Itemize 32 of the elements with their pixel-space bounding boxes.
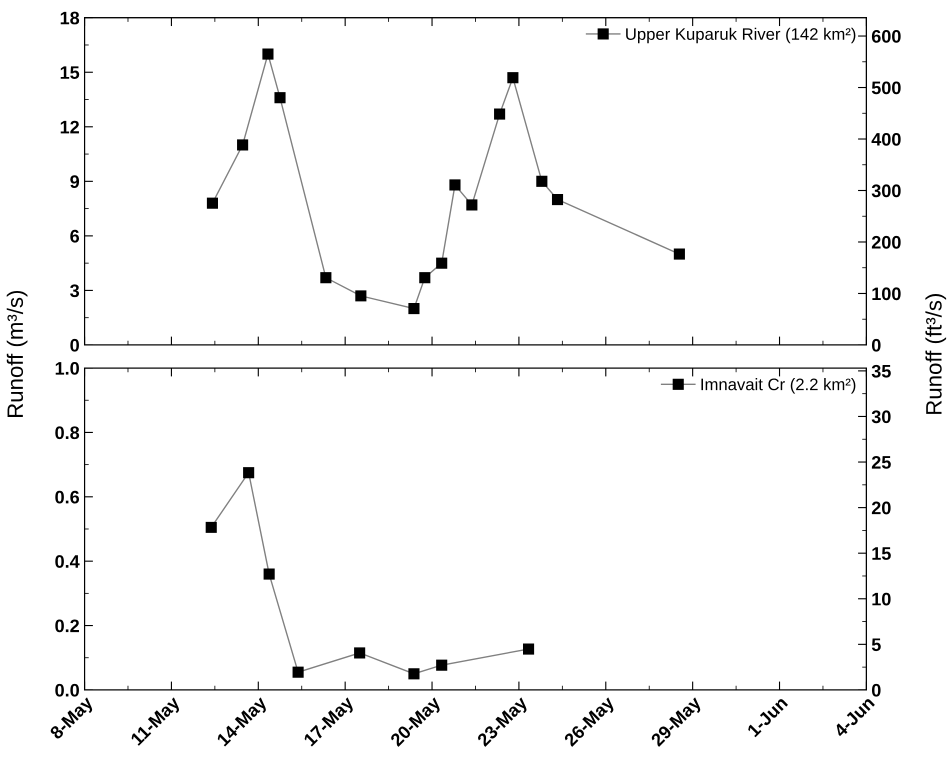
y-tick-label: 0.8	[55, 426, 80, 440]
legend-label: Upper Kuparuk River (142 km²)	[626, 28, 856, 44]
y-tick-label: 0.2	[55, 619, 79, 632]
y-tick-label: 6	[70, 230, 80, 243]
y2-tick-label: 20	[872, 502, 891, 514]
y-tick-label: 15	[60, 66, 80, 79]
y2-tick-label: 15	[872, 547, 891, 560]
y2-tick-label: 0	[872, 338, 881, 352]
y-tick-label: 12	[60, 120, 79, 134]
y2-tick-label: 500	[872, 81, 901, 94]
y2-tick-label: 600	[872, 30, 901, 43]
y2-tick-label: 30	[872, 410, 891, 424]
y2-tick-label: 10	[872, 592, 891, 606]
y2-tick-label: 0	[872, 684, 881, 697]
y-tick-label: 18	[60, 12, 80, 24]
y-tick-label: 0	[70, 338, 79, 352]
y2-tick-label: 35	[872, 364, 891, 378]
y-tick-label: 0.4	[55, 555, 80, 568]
y2-tick-label: 300	[872, 184, 901, 198]
legend-label: Imnavait Cr (2.2 km²)	[701, 378, 856, 394]
y2-axis-title: Runoff (ft³/s)	[925, 294, 946, 414]
y2-tick-label: 200	[872, 236, 901, 249]
y-tick-label: 9	[70, 175, 80, 188]
y2-tick-label: 400	[872, 132, 901, 146]
y-tick-label: 0.0	[55, 684, 79, 697]
y2-tick-label: 100	[872, 287, 901, 300]
y2-tick-label: 5	[872, 638, 881, 652]
y-tick-label: 1.0	[56, 362, 79, 375]
y2-tick-label: 25	[872, 456, 891, 469]
y-tick-label: 0.6	[55, 490, 80, 504]
y-tick-label: 3	[70, 284, 80, 298]
y-axis-title: Runoff (m³/s)	[6, 290, 28, 417]
